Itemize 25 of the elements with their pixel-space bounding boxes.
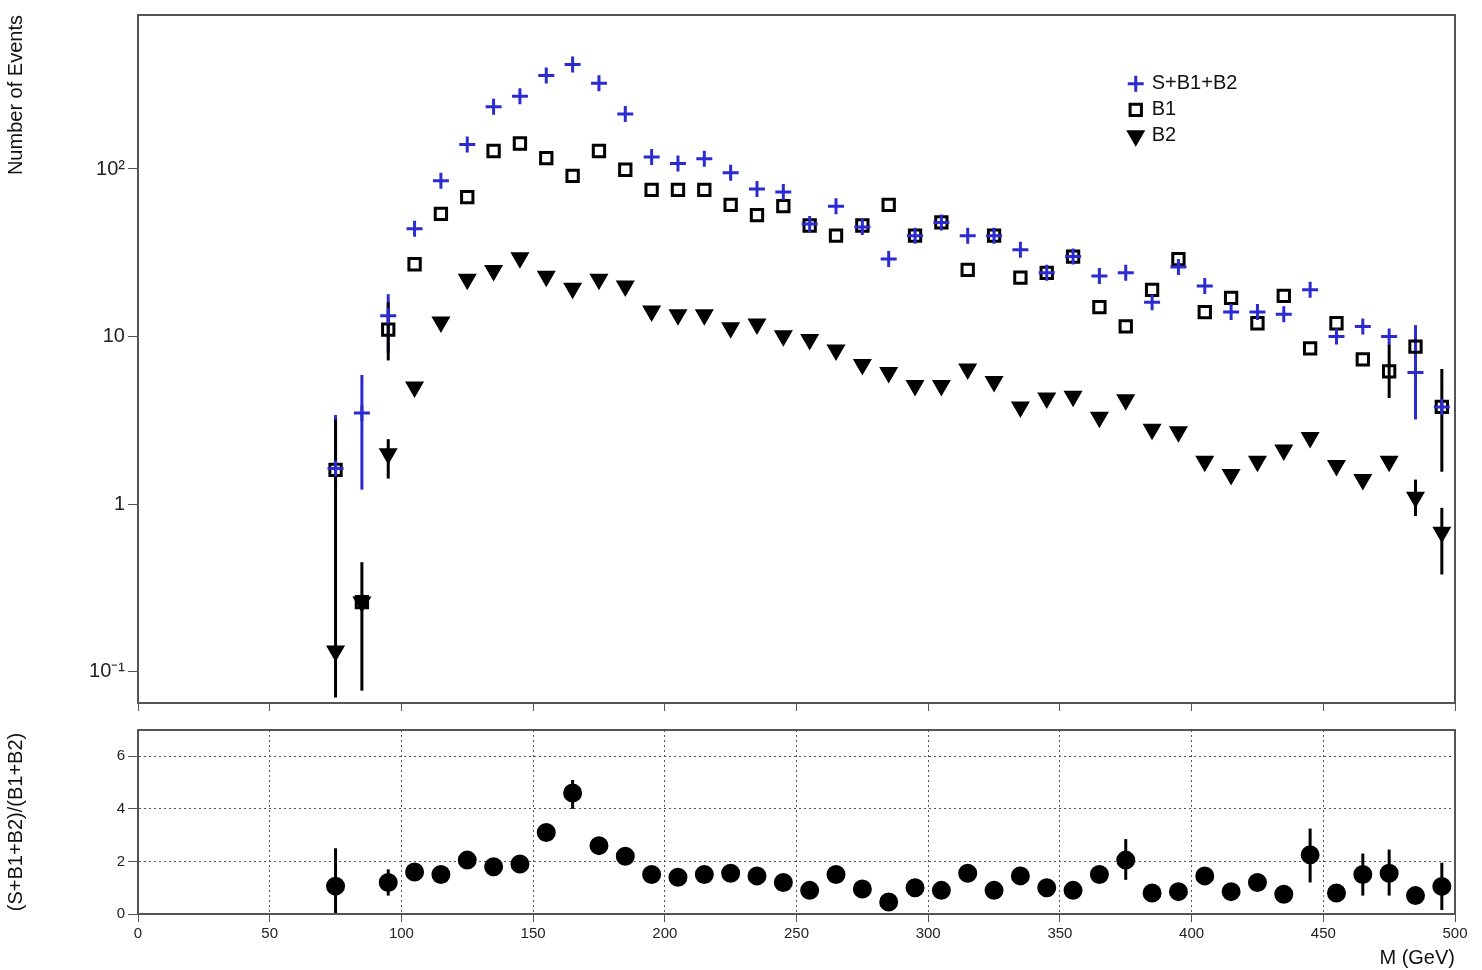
- y-tick-label: 10⁻¹: [89, 659, 126, 682]
- y-tick-label: 6: [116, 746, 125, 764]
- x-tick-label: 300: [915, 924, 941, 942]
- x-tick-label: 200: [652, 924, 678, 942]
- x-tick-label: 450: [1310, 924, 1336, 942]
- y-axis-title: Number of Events: [3, 15, 26, 176]
- y-tick-label: 0: [116, 904, 125, 922]
- x-tick-label: 350: [1047, 924, 1073, 942]
- y-tick-label: 2: [116, 851, 125, 869]
- legend-label: B1: [1151, 97, 1177, 120]
- y-tick-label: 10: [102, 324, 125, 347]
- legend-label: S+B1+B2: [1151, 71, 1238, 94]
- x-tick-label: 0: [133, 924, 143, 942]
- x-axis-title: M (GeV): [1379, 945, 1455, 968]
- x-tick-label: 150: [520, 924, 546, 942]
- y-tick-label: 1: [113, 491, 125, 514]
- legend-label: B2: [1151, 123, 1177, 146]
- x-tick-label: 100: [388, 924, 414, 942]
- y-axis-title: (S+B1+B2)/(B1+B2): [3, 732, 26, 912]
- x-tick-label: 50: [261, 924, 279, 942]
- x-tick-label: 250: [783, 924, 810, 942]
- y-tick-label: 4: [116, 799, 125, 816]
- x-tick-label: 400: [1179, 924, 1205, 942]
- x-tick-label: 500: [1442, 924, 1468, 942]
- y-tick-label: 10²: [96, 156, 126, 179]
